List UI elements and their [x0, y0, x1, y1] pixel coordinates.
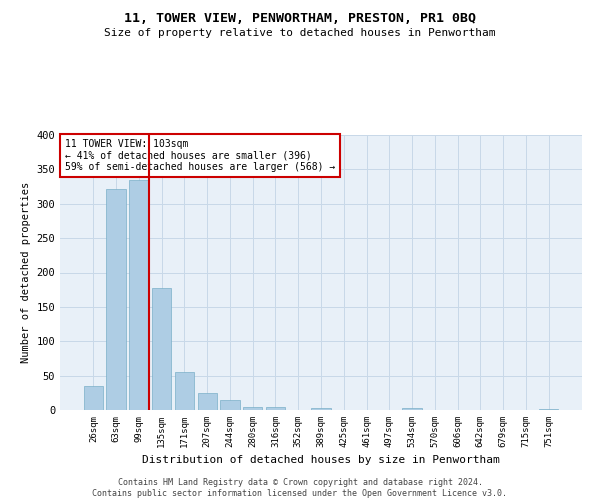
Bar: [129, 180, 149, 410]
Bar: [266, 407, 285, 410]
Text: Contains HM Land Registry data © Crown copyright and database right 2024.
Contai: Contains HM Land Registry data © Crown c…: [92, 478, 508, 498]
Bar: [403, 408, 422, 410]
Text: 11, TOWER VIEW, PENWORTHAM, PRESTON, PR1 0BQ: 11, TOWER VIEW, PENWORTHAM, PRESTON, PR1…: [124, 12, 476, 26]
X-axis label: Distribution of detached houses by size in Penwortham: Distribution of detached houses by size …: [142, 456, 500, 466]
Bar: [84, 386, 103, 410]
Text: Size of property relative to detached houses in Penwortham: Size of property relative to detached ho…: [104, 28, 496, 38]
Bar: [152, 288, 172, 410]
Y-axis label: Number of detached properties: Number of detached properties: [21, 182, 31, 363]
Bar: [243, 406, 262, 410]
Bar: [197, 393, 217, 410]
Bar: [175, 372, 194, 410]
Text: 11 TOWER VIEW: 103sqm
← 41% of detached houses are smaller (396)
59% of semi-det: 11 TOWER VIEW: 103sqm ← 41% of detached …: [65, 139, 335, 172]
Bar: [106, 188, 126, 410]
Bar: [539, 408, 558, 410]
Bar: [311, 408, 331, 410]
Bar: [220, 400, 239, 410]
